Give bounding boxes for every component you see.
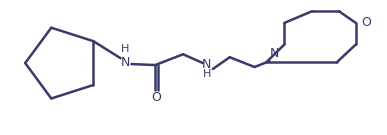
Text: H: H	[121, 44, 130, 54]
Text: N: N	[270, 47, 279, 60]
Text: O: O	[151, 91, 161, 104]
Text: N: N	[202, 58, 212, 71]
Text: H: H	[203, 69, 211, 79]
Text: N: N	[121, 56, 130, 69]
Text: O: O	[361, 16, 371, 29]
